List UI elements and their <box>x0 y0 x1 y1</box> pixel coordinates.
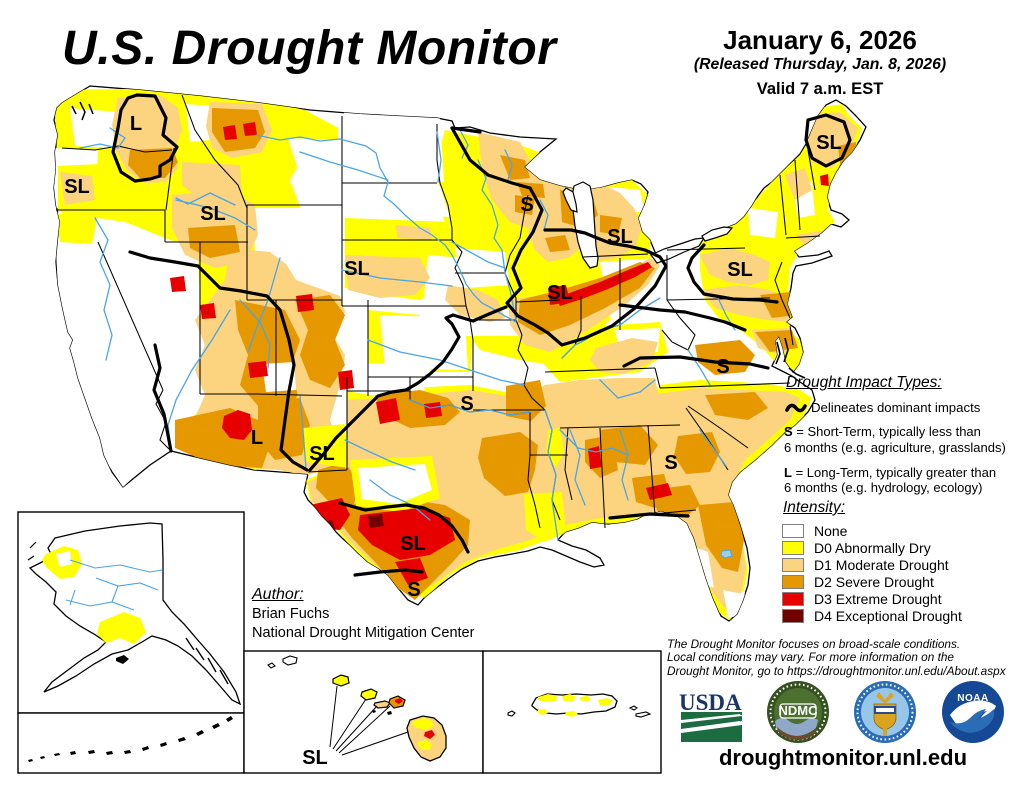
svg-text:SL: SL <box>344 258 370 280</box>
svg-text:L: L <box>251 427 263 449</box>
svg-text:S: S <box>664 452 677 474</box>
svg-text:NOAA: NOAA <box>957 693 988 704</box>
svg-text:S: S <box>460 393 473 415</box>
svg-text:SL: SL <box>816 132 842 154</box>
svg-text:NDMC: NDMC <box>779 703 819 718</box>
svg-text:SL: SL <box>309 443 335 465</box>
svg-text:L: L <box>130 113 142 135</box>
svg-text:SL: SL <box>64 176 90 198</box>
svg-text:SL: SL <box>200 203 226 225</box>
svg-text:SL: SL <box>607 226 633 248</box>
svg-text:SL: SL <box>400 533 426 555</box>
svg-text:SL: SL <box>302 747 328 769</box>
svg-text:S: S <box>520 194 533 216</box>
svg-text:S: S <box>716 356 729 378</box>
svg-text:SL: SL <box>727 259 753 281</box>
svg-text:USDA: USDA <box>679 690 742 715</box>
svg-text:S: S <box>407 579 420 601</box>
svg-text:SL: SL <box>547 282 573 304</box>
